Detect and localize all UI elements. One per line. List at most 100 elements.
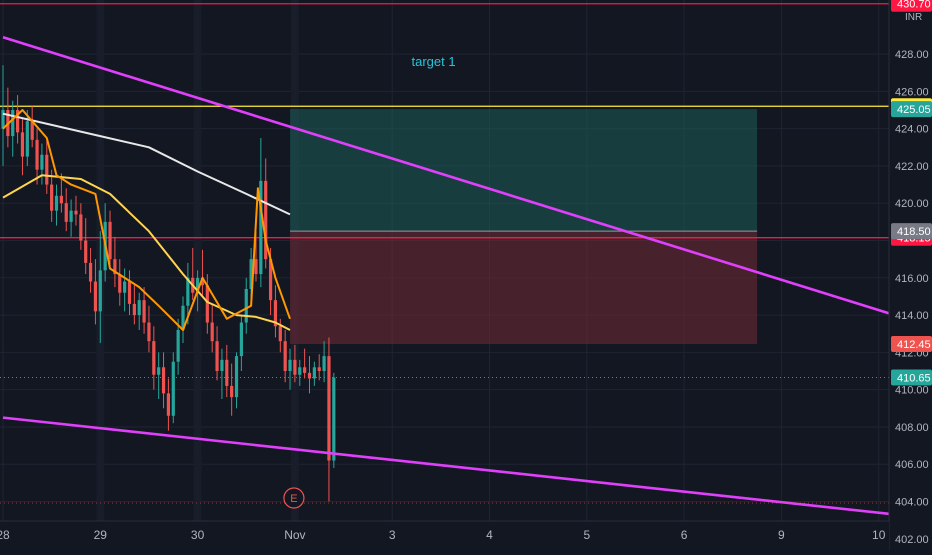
- time-tick-label: 9: [778, 528, 785, 542]
- earnings-marker: [283, 487, 305, 509]
- candle-body: [93, 281, 98, 312]
- candle-body: [84, 240, 88, 263]
- price-badge: [891, 101, 932, 118]
- price-badges: 430.70425.20418.15425.05418.50412.45410.…: [891, 0, 932, 386]
- candle-body: [327, 356, 331, 461]
- candle-body: [225, 359, 229, 386]
- candle-body: [118, 274, 122, 293]
- trendline-upper[interactable]: [2, 36, 914, 322]
- candle-body: [64, 203, 68, 222]
- candle-body: [127, 281, 132, 304]
- time-tick-label: 3: [389, 528, 396, 542]
- trendline-lower[interactable]: [2, 416, 913, 518]
- currency-label: INR: [905, 12, 922, 23]
- candle-body: [244, 288, 248, 323]
- moving-averages: [2, 109, 291, 331]
- price-tick-label: 404.00: [895, 497, 929, 509]
- candle-body: [254, 259, 258, 275]
- candle-body: [186, 277, 190, 306]
- candle-body: [123, 281, 127, 293]
- price-badge: [891, 335, 932, 352]
- candle-body: [264, 180, 268, 260]
- candle-body: [11, 110, 15, 137]
- price-badge-label: 430.70: [897, 0, 931, 11]
- time-axis-background: [0, 521, 889, 550]
- time-tick-label: 5: [583, 528, 590, 542]
- time-tick-label: 30: [191, 528, 205, 542]
- horizontal-lines[interactable]: [0, 3, 889, 239]
- time-axis[interactable]: 28 29 30 Nov 3 4 5 6 9 10: [0, 520, 889, 550]
- price-axis[interactable]: 402.00404.00406.00408.00410.00412.00414.…: [888, 0, 932, 550]
- price-badge-label: 412.45: [897, 339, 931, 351]
- candle-body: [303, 367, 307, 373]
- candle-body: [249, 259, 253, 289]
- candle-body: [30, 121, 34, 140]
- candle-body: [166, 393, 171, 416]
- candle-body: [45, 154, 49, 185]
- price-badge-label: 418.50: [897, 226, 931, 238]
- price-badge: [891, 0, 932, 12]
- candle-body: [210, 322, 214, 342]
- price-tick-label: 426.00: [895, 86, 929, 98]
- candle-body: [215, 341, 219, 372]
- candle-body: [176, 330, 180, 362]
- time-tick-label: 6: [681, 528, 688, 542]
- price-tick-label: 422.00: [895, 161, 929, 173]
- time-tick-label: Nov: [284, 528, 305, 542]
- time-tick-label: 29: [94, 528, 108, 542]
- target-label: target 1: [412, 54, 456, 69]
- price-badge-label: 425.05: [897, 104, 931, 116]
- candle-body: [35, 139, 39, 170]
- price-badge: [891, 369, 932, 386]
- candle-body: [268, 259, 273, 301]
- price-axis-background: [889, 0, 932, 550]
- candle-body: [20, 132, 25, 157]
- earnings-marker-letter: E: [290, 493, 297, 505]
- candle-body: [1, 110, 5, 129]
- candle-body: [230, 385, 234, 398]
- session-separator: [193, 0, 202, 521]
- price-badge: [891, 223, 932, 240]
- candle-body: [88, 262, 93, 282]
- candle-body: [132, 303, 136, 316]
- time-tick-label: 10: [872, 528, 886, 542]
- time-tick-label: 4: [486, 528, 493, 542]
- candle-body: [15, 110, 20, 133]
- candle-body: [200, 277, 205, 286]
- time-tick-label: 28: [0, 528, 10, 542]
- target-zone[interactable]: [290, 109, 758, 232]
- candle-body: [161, 367, 166, 394]
- candle-body: [108, 221, 112, 260]
- candle-body: [312, 367, 316, 379]
- candle-body: [288, 359, 292, 372]
- candle-body: [137, 300, 141, 316]
- trendlines[interactable]: [2, 36, 914, 518]
- candle-body: [220, 359, 224, 372]
- candle-body: [74, 210, 78, 215]
- candle-body: [259, 180, 263, 275]
- price-tick-label: 424.00: [895, 124, 929, 136]
- price-tick-label: 420.00: [895, 198, 929, 210]
- candle-body: [54, 195, 59, 211]
- candle-body: [293, 359, 297, 375]
- candles: [1, 65, 336, 502]
- last-price-line: [0, 377, 889, 504]
- candle-body: [317, 367, 321, 372]
- candle-body: [79, 214, 83, 241]
- price-tick-label: 428.00: [895, 49, 929, 61]
- candle-body: [322, 356, 326, 372]
- candle-body: [181, 305, 185, 330]
- candle-body: [332, 377, 336, 461]
- price-tick-label: 410.00: [895, 385, 929, 397]
- candle-body: [234, 356, 239, 398]
- candle-body: [25, 121, 29, 157]
- stop-zone[interactable]: [290, 231, 758, 344]
- candle-body: [157, 367, 161, 375]
- candle-body: [283, 341, 287, 372]
- candle-body: [50, 184, 54, 211]
- candle-body: [40, 154, 44, 170]
- candle-body: [298, 367, 302, 375]
- long-position-tool[interactable]: target 1: [290, 54, 758, 344]
